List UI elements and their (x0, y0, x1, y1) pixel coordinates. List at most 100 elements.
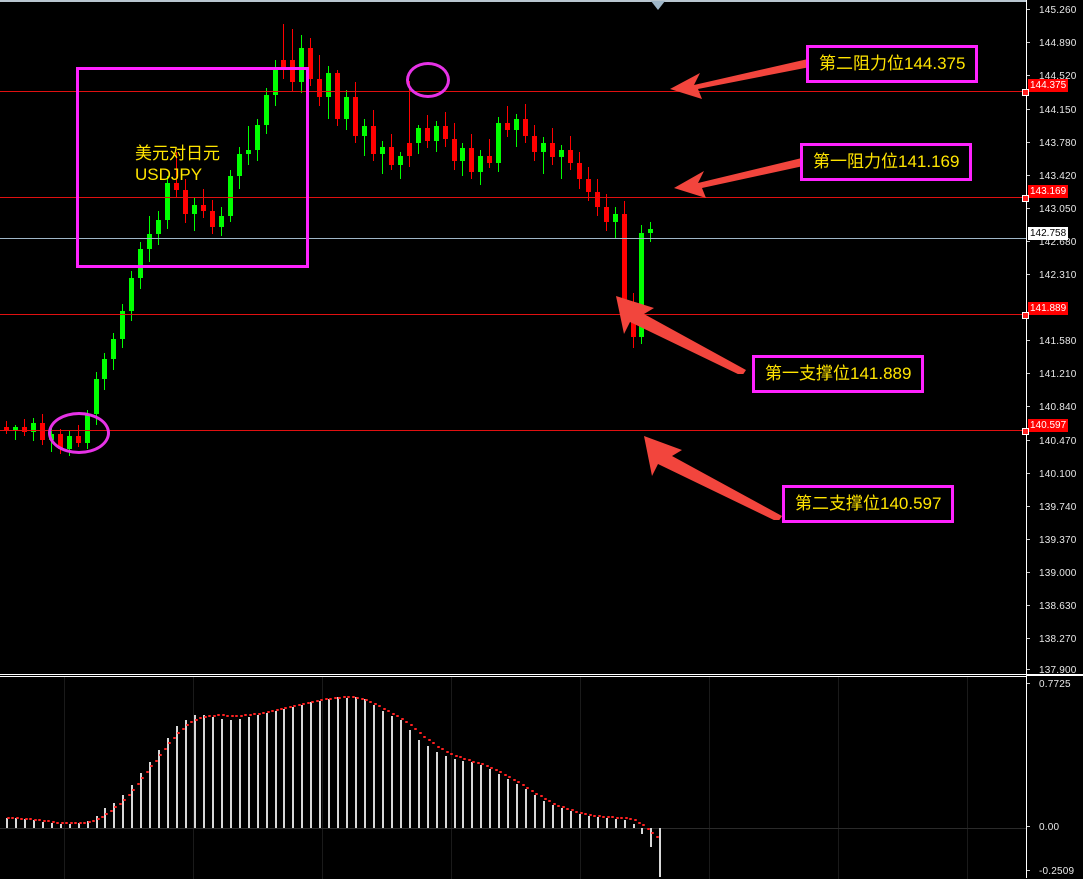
macd-signal-dot (190, 721, 194, 724)
candle-body (4, 426, 9, 431)
macd-signal-dot (526, 786, 530, 789)
tick-dash (1027, 638, 1030, 639)
macd-histogram-bar (399, 720, 402, 828)
macd-signal-dot (275, 708, 279, 711)
macd-signal-dot (150, 765, 154, 768)
price-axis[interactable]: 145.260 144.890 144.520 144.150 143.780 143.4… (1026, 0, 1083, 878)
macd-histogram-bar (140, 773, 143, 828)
macd-histogram-bar (471, 762, 474, 828)
tick-dash (1027, 373, 1030, 374)
tick-dash (1027, 9, 1030, 10)
macd-signal-dot (570, 809, 574, 812)
tick-label: 141.580 (1039, 336, 1077, 347)
macd-signal-dot (315, 699, 319, 702)
macd-vertical-gridline (451, 677, 452, 879)
macd-signal-dot (530, 789, 534, 792)
macd-signal-dot (508, 776, 512, 779)
macd-signal-dot (611, 816, 615, 819)
macd-signal-dot (230, 715, 234, 717)
tick-label: 139.000 (1039, 568, 1077, 579)
candle-wick (560, 144, 562, 180)
macd-signal-dot (481, 763, 485, 766)
macd-histogram-bar (86, 821, 89, 828)
macd-signal-dot (87, 820, 91, 823)
tick-label: 144.520 (1039, 71, 1077, 82)
macd-signal-dot (194, 718, 198, 721)
tick-label: 145.260 (1039, 5, 1077, 16)
macd-signal-dot (262, 711, 266, 714)
candle-body (505, 122, 511, 131)
macd-histogram-bar (337, 697, 340, 828)
macd-histogram-bar (623, 820, 626, 828)
candle-wick (283, 23, 285, 79)
macd-signal-dot (159, 753, 163, 756)
candle-body (397, 155, 403, 165)
highlight-ellipse-resistance (406, 62, 450, 98)
macd-histogram-bar (641, 827, 644, 834)
tick-label: 139.740 (1039, 502, 1077, 513)
macd-histogram-bar (650, 827, 653, 848)
macd-signal-dot (109, 809, 113, 812)
tick-dash (1027, 870, 1030, 871)
tick-label: 143.780 (1039, 138, 1077, 149)
candle-body (12, 426, 18, 431)
candle-body (102, 358, 108, 380)
candle-wick (408, 80, 410, 167)
annotation-resistance-2: 第二阻力位144.375 (806, 45, 979, 83)
candle-wick (14, 424, 16, 440)
macd-histogram-bar (372, 704, 375, 828)
macd-histogram-bar (355, 697, 358, 828)
macd-signal-dot (472, 760, 476, 763)
macd-signal-dot (42, 819, 46, 822)
macd-signal-dot (566, 807, 570, 810)
tick-label: -0.2509 (1039, 866, 1075, 877)
macd-signal-dot (409, 724, 413, 727)
level-line-level-141889 (0, 314, 1026, 315)
macd-signal-dot (646, 827, 650, 830)
tick-dash (1027, 241, 1030, 242)
macd-histogram-bar (435, 751, 438, 828)
macd-indicator-pane[interactable] (0, 676, 1026, 879)
macd-histogram-bar (283, 708, 286, 828)
macd-signal-dot (338, 696, 342, 699)
macd-signal-dot (454, 754, 458, 757)
macd-signal-dot (651, 831, 655, 834)
macd-signal-dot (20, 817, 24, 820)
macd-signal-dot (633, 819, 637, 822)
macd-signal-dot (387, 710, 391, 713)
macd-histogram-bar (14, 818, 17, 828)
macd-signal-dot (78, 822, 82, 825)
macd-signal-dot (69, 822, 73, 825)
tick-dash (1027, 440, 1030, 441)
macd-histogram-bar (104, 808, 107, 828)
macd-signal-dot (177, 732, 181, 735)
crosshair-top-marker (651, 1, 665, 10)
candle-wick (614, 206, 616, 239)
macd-histogram-bar (498, 774, 501, 828)
instrument-name-en: USDJPY (135, 165, 203, 184)
macd-signal-dot (365, 698, 368, 701)
candle-body (317, 78, 323, 98)
macd-signal-dot (320, 698, 324, 701)
macd-signal-dot (208, 715, 212, 718)
candle-body (111, 338, 117, 359)
macd-zero-line (0, 827, 1026, 829)
macd-histogram-bar (381, 710, 384, 828)
macd-signal-dot (132, 788, 136, 791)
macd-signal-dot (293, 704, 297, 707)
price-chart-pane[interactable]: 美元对日元 USDJPY 第二阻力位144.375 第一阻力位141.169 第… (0, 0, 1026, 675)
candle-body (594, 192, 600, 207)
candle-body (558, 150, 564, 158)
macd-signal-dot (593, 814, 597, 817)
macd-vertical-gridline (967, 677, 968, 879)
macd-histogram-bar (68, 824, 71, 828)
candle-body (576, 163, 582, 180)
tick-dash (1027, 340, 1030, 341)
macd-signal-dot (494, 769, 498, 772)
macd-signal-dot (615, 816, 619, 819)
annotation-support-2: 第二支撑位140.597 (782, 485, 955, 523)
macd-signal-dot (279, 707, 283, 710)
tick-dash (1027, 42, 1030, 43)
candle-wick (543, 137, 544, 174)
